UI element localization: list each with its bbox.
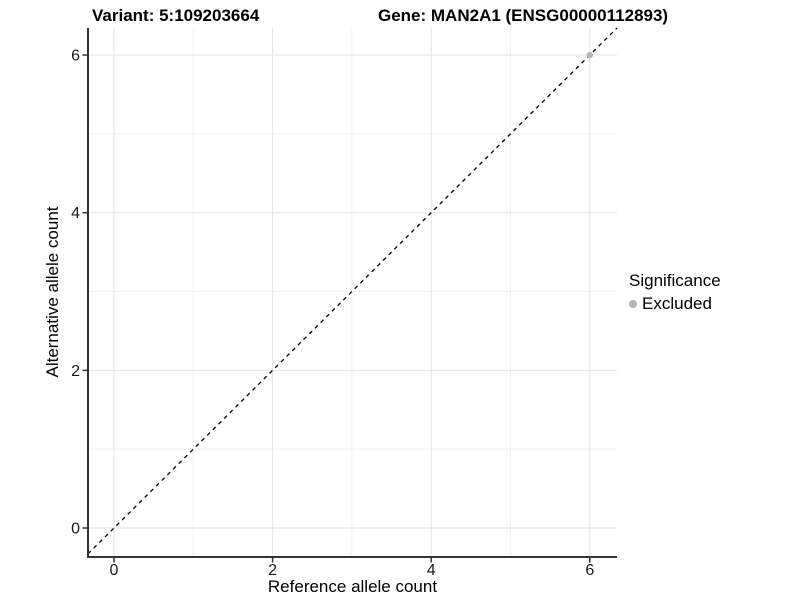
data-point-excluded bbox=[586, 51, 594, 59]
x-tick-label: 2 bbox=[268, 562, 277, 579]
y-tick-label: 6 bbox=[71, 48, 80, 65]
legend-item-excluded: Excluded bbox=[629, 294, 721, 314]
x-axis-label: Reference allele count bbox=[267, 577, 438, 596]
y-tick-label: 2 bbox=[71, 363, 80, 380]
plot-title-variant: Variant: 5:109203664 bbox=[92, 6, 260, 25]
identity-line bbox=[87, 27, 618, 555]
legend-item-label: Excluded bbox=[642, 294, 712, 313]
x-tick-label: 4 bbox=[427, 562, 436, 579]
legend-point-icon bbox=[629, 300, 637, 308]
x-tick-label: 0 bbox=[110, 562, 119, 579]
plot-title-gene: Gene: MAN2A1 (ENSG00000112893) bbox=[378, 6, 669, 25]
x-tick-label: 6 bbox=[585, 562, 594, 579]
legend-title: Significance bbox=[629, 271, 721, 290]
y-tick-label: 4 bbox=[71, 205, 80, 222]
legend: Significance Excluded bbox=[629, 271, 721, 314]
y-axis-label: Alternative allele count bbox=[43, 206, 62, 378]
y-tick-label: 0 bbox=[71, 520, 80, 537]
